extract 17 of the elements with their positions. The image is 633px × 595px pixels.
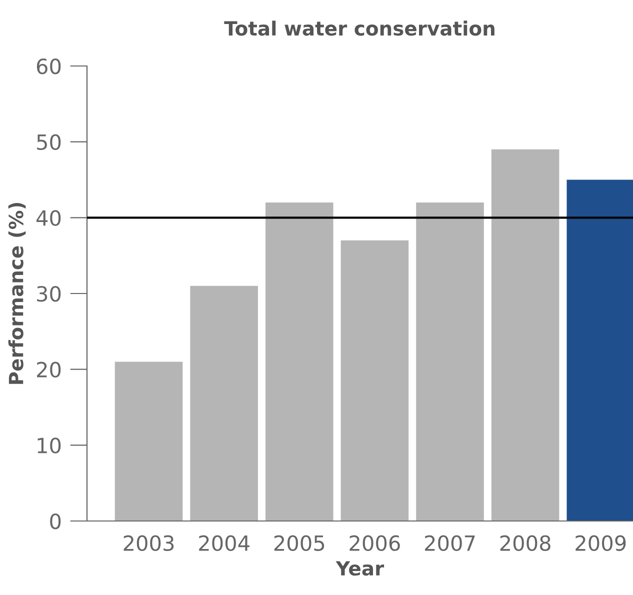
- y-tick-label: 0: [50, 513, 61, 530]
- y-tick-label: 50: [37, 134, 61, 150]
- x-tick-label: 2006: [350, 535, 400, 552]
- x-tick-label: 2009: [576, 535, 626, 552]
- x-tick-label: 2007: [425, 535, 475, 552]
- x-tick-label: 2005: [274, 535, 324, 552]
- y-axis-title: Performance (%): [8, 202, 26, 384]
- chart-title: Total water conservation: [224, 20, 494, 36]
- x-tick-label: 2004: [199, 535, 250, 552]
- x-tick-label: 2008: [500, 535, 550, 552]
- y-tick-label: 40: [36, 210, 61, 226]
- y-tick-label: 20: [37, 362, 61, 378]
- x-axis-title: Year: [336, 561, 384, 576]
- y-tick-label: 60: [36, 58, 61, 74]
- y-tick-label: 30: [37, 286, 61, 302]
- x-tick-label: 2003: [124, 535, 174, 552]
- y-tick-label: 10: [38, 438, 61, 454]
